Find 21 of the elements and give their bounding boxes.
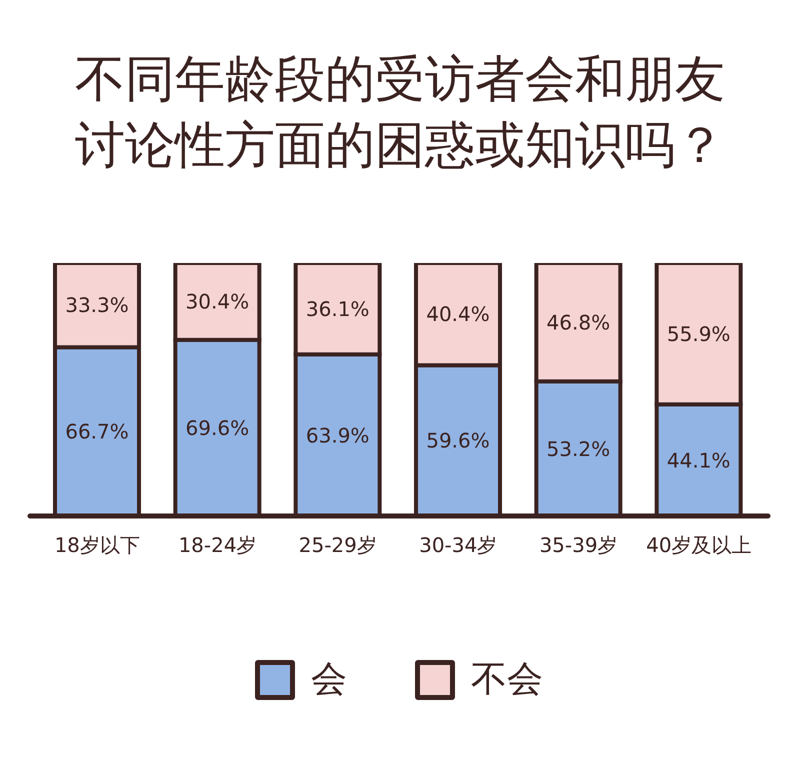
chart-title: 不同年龄段的受访者会和朋友讨论性方面的困惑或知识吗？ xyxy=(74,49,726,176)
data-label: 59.6% xyxy=(426,428,490,453)
legend-label: 会 xyxy=(311,659,347,700)
data-label: 53.2% xyxy=(546,436,610,461)
x-tick-label: 35-39岁 xyxy=(539,533,618,558)
data-label: 36.1% xyxy=(306,296,370,321)
x-tick-label: 40岁及以上 xyxy=(646,533,752,558)
data-label: 55.9% xyxy=(666,322,730,346)
data-label: 30.4% xyxy=(186,290,250,314)
x-tick-label: 18岁以下 xyxy=(54,533,140,558)
data-label: 33.3% xyxy=(65,293,129,318)
data-label: 46.8% xyxy=(546,310,610,334)
x-tick-label: 30-34岁 xyxy=(419,533,498,558)
data-label: 63.9% xyxy=(306,423,370,448)
legend-label: 不会 xyxy=(471,659,543,700)
data-label: 69.6% xyxy=(186,416,250,440)
x-tick-label: 18-24岁 xyxy=(178,533,257,558)
data-label: 44.1% xyxy=(666,448,730,472)
data-label: 40.4% xyxy=(426,302,490,326)
x-tick-label: 25-29岁 xyxy=(298,533,377,558)
data-label: 66.7% xyxy=(65,420,129,444)
